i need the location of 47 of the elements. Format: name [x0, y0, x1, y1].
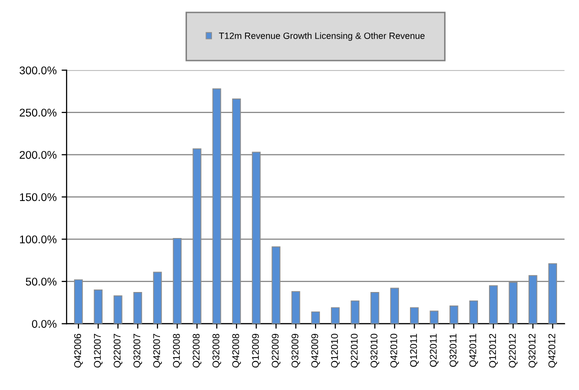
x-tick-label: Q32009 — [292, 334, 300, 368]
x-tick-label: Q32008 — [212, 334, 222, 368]
bar — [311, 311, 320, 324]
bar — [94, 289, 103, 324]
x-tick-label: Q22011 — [430, 334, 438, 367]
bar — [430, 310, 438, 324]
y-tick-label: 50.0% — [26, 278, 56, 286]
x-tick-label: Q42010 — [390, 334, 399, 368]
x-tick-label: Q12012 — [489, 334, 498, 368]
bar — [489, 285, 498, 324]
x-tick-label: Q42012 — [548, 334, 558, 368]
x-tick-label: Q42011 — [469, 334, 478, 367]
bar — [114, 295, 122, 324]
x-tick-label: Q12008 — [172, 334, 182, 368]
x-tick-label: Q22009 — [272, 334, 280, 368]
y-tick-label: 300.0% — [20, 66, 56, 74]
y-tick-label: 0.0% — [32, 320, 56, 328]
bar — [390, 288, 399, 324]
x-tick-label: Q32011 — [450, 334, 458, 367]
x-tick-label: Q12007 — [94, 334, 103, 368]
x-tick-label: Q12010 — [331, 334, 340, 368]
x-tick-label: Q12009 — [252, 334, 261, 368]
bar — [450, 306, 458, 324]
y-tick-label: 200.0% — [20, 150, 56, 159]
x-tick-label: Q32007 — [133, 334, 142, 368]
x-tick-label: Q42006 — [74, 334, 83, 368]
x-tick-label: Q32010 — [370, 334, 380, 368]
x-tick-label: Q42008 — [232, 334, 241, 368]
bar — [469, 300, 478, 324]
y-tick-label: 250.0% — [20, 108, 56, 117]
bar — [330, 307, 340, 324]
x-tick-label: Q22008 — [192, 334, 202, 368]
legend-label: T12m Revenue Growth Licensing & Other Revenue — [218, 32, 425, 41]
bar — [291, 291, 300, 324]
x-tick-label: Q12011 — [410, 334, 419, 367]
bar — [133, 292, 142, 324]
x-tick-label: Q42007 — [153, 334, 162, 368]
bar — [410, 307, 419, 324]
x-tick-label: Q22010 — [350, 334, 360, 368]
x-tick-label: Q42009 — [311, 334, 320, 368]
bar — [370, 292, 380, 324]
x-tick-label: Q22012 — [508, 334, 518, 368]
x-tick-label: Q32012 — [528, 334, 538, 368]
bar — [350, 300, 360, 324]
y-tick-label: 100.0% — [20, 235, 56, 244]
y-tick-label: 150.0% — [20, 193, 56, 202]
x-tick-label: Q22007 — [114, 334, 122, 368]
